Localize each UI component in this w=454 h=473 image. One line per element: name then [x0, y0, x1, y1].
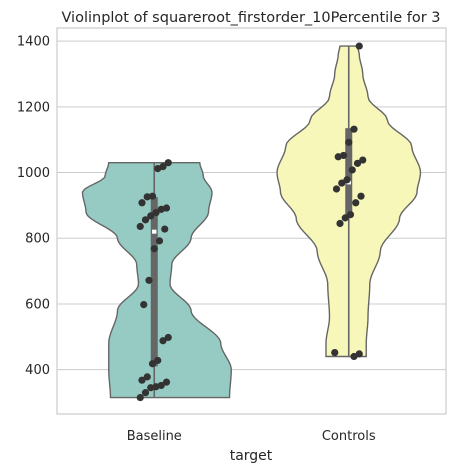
- points-layer: [136, 42, 367, 402]
- y-tick-label: 1000: [17, 166, 50, 181]
- data-point: [145, 276, 153, 284]
- data-point: [138, 376, 146, 384]
- violin-iqr-box: [345, 128, 353, 216]
- data-point: [336, 219, 344, 228]
- data-point: [350, 125, 358, 133]
- data-point: [348, 166, 356, 174]
- y-tick-label: 1400: [17, 35, 50, 50]
- data-point: [140, 301, 148, 309]
- data-point: [157, 381, 165, 390]
- data-point: [355, 350, 363, 358]
- data-point: [143, 373, 151, 381]
- data-point: [346, 210, 355, 219]
- plot-frame: [56, 27, 447, 415]
- data-point: [162, 204, 171, 212]
- data-point: [141, 389, 150, 397]
- data-point: [159, 337, 167, 345]
- data-point: [355, 42, 363, 50]
- data-point: [138, 199, 146, 207]
- y-tick-label: 1200: [17, 100, 50, 115]
- data-point: [341, 214, 349, 222]
- y-tick-label: 600: [25, 297, 50, 312]
- violin-median-marker: [152, 229, 157, 234]
- data-point: [161, 225, 169, 233]
- data-point: [338, 179, 346, 187]
- data-point: [150, 245, 158, 253]
- x-tick-label: Controls: [322, 429, 376, 444]
- data-point: [332, 185, 341, 193]
- data-point: [359, 156, 367, 164]
- data-point: [353, 159, 362, 167]
- data-point: [164, 159, 172, 167]
- data-point: [154, 356, 162, 365]
- data-point: [136, 222, 144, 231]
- data-point: [155, 237, 164, 245]
- data-point: [352, 199, 360, 207]
- data-point: [164, 333, 172, 342]
- data-point: [331, 348, 339, 357]
- data-point: [148, 192, 157, 200]
- data-point: [152, 209, 160, 217]
- data-point: [147, 212, 155, 220]
- data-point: [345, 138, 353, 146]
- data-point: [343, 176, 351, 184]
- violin-layer: [81, 45, 422, 399]
- y-tick-label: 800: [25, 232, 50, 247]
- data-point: [143, 193, 151, 201]
- data-point: [357, 192, 365, 200]
- chart-title: Violinplot of squareroot_firstorder_10Pe…: [61, 10, 440, 26]
- data-point: [148, 360, 157, 368]
- y-tick-label: 400: [25, 363, 50, 378]
- y-tick-labels: 400 600 800 1000 1200 1400: [17, 35, 50, 379]
- x-tick-label: Baseline: [127, 429, 182, 444]
- violin-iqr-box: [150, 197, 158, 367]
- data-point: [339, 151, 348, 160]
- x-tick-labels: Baseline Controls: [127, 429, 376, 444]
- data-point: [136, 393, 144, 402]
- x-axis-label: target: [230, 448, 273, 464]
- data-point: [162, 378, 171, 386]
- data-point: [141, 216, 150, 224]
- data-point: [159, 163, 167, 171]
